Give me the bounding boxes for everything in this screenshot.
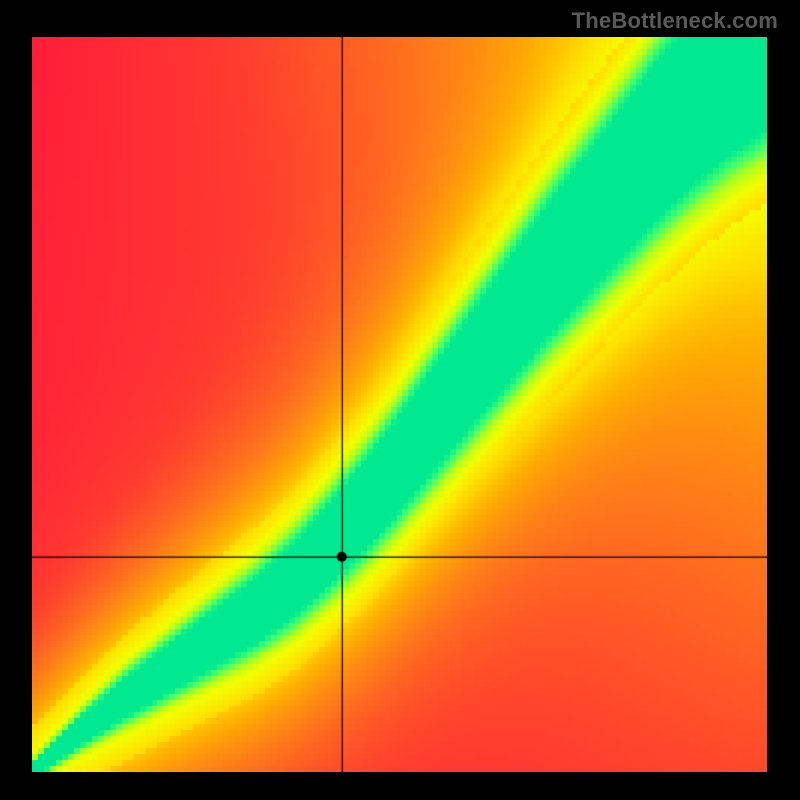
bottleneck-heatmap xyxy=(32,37,767,772)
watermark-text: TheBottleneck.com xyxy=(572,8,778,34)
